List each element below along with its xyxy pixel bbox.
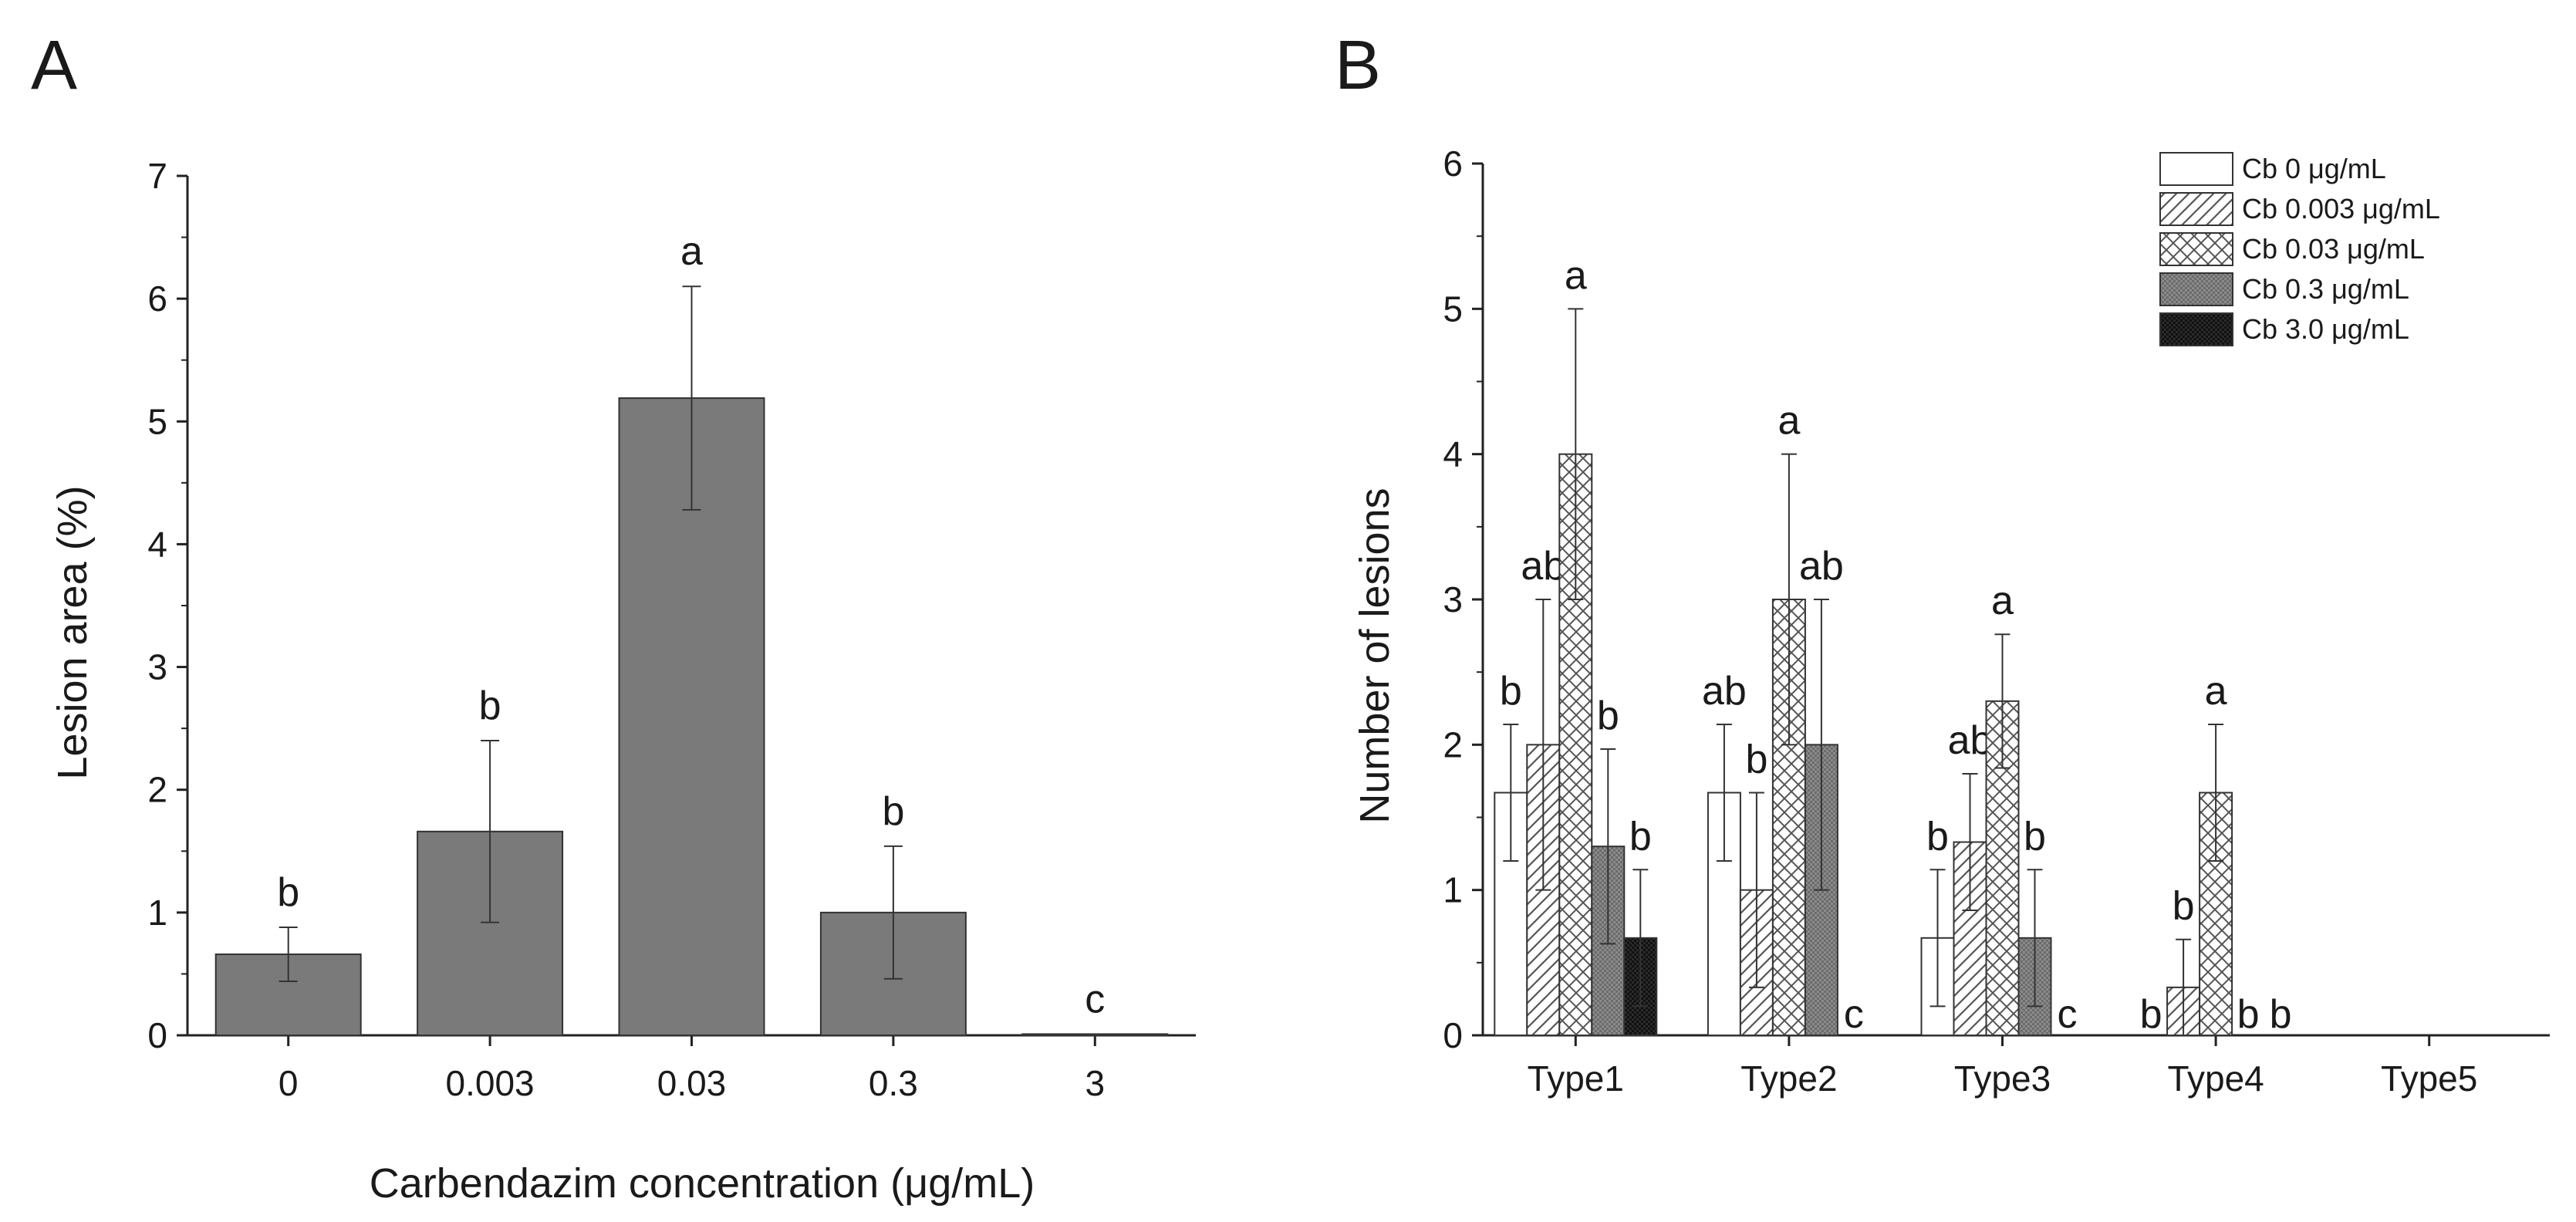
chart-b-y-tick-label: 4 [1443, 434, 1463, 474]
chart-b-y-axis-title: Number of lesions [1352, 488, 1398, 823]
chart-a-y-tick-label: 5 [147, 401, 167, 441]
chart-a-significance-letter: b [882, 789, 904, 834]
legend-swatch-hatch [2159, 192, 2233, 226]
chart-a-significance-letter: b [277, 870, 299, 915]
chart-b-significance-letter: a [1565, 253, 1587, 298]
legend-label: Cb 3.0 μg/mL [2242, 313, 2409, 345]
chart-b-significance-letter: b [1745, 737, 1767, 781]
chart-a-significance-letter: b [479, 684, 501, 728]
chart-a-y-tick-label: 3 [147, 647, 167, 687]
chart-b-y-tick-label: 3 [1443, 579, 1463, 619]
chart-b-significance-letter: b [1629, 814, 1652, 859]
panel-label-a: A [31, 27, 77, 104]
chart-a-bar [618, 397, 765, 1036]
chart-b-significance-letter: ab [1702, 669, 1747, 714]
legend-label: Cb 0 μg/mL [2242, 153, 2386, 184]
chart-b-significance-letter: b [1926, 814, 1949, 859]
legend-swatch-crosshatch [2159, 232, 2233, 266]
chart-a-y-axis-title: Lesion area (%) [49, 485, 96, 779]
chart-b-x-tick-label: Type3 [1954, 1058, 2051, 1099]
legend-swatch-gray [2159, 272, 2233, 306]
chart-b-x-tick-label: Type2 [1740, 1058, 1837, 1099]
chart-a-plot-area: 0 1 2 3 4 5 6 7 b 0 b 0.003 a 0.03 b 0.3 c 3 [147, 156, 1196, 1103]
chart-b-y-tick-label: 0 [1443, 1015, 1463, 1055]
chart-a-y-tick-label: 7 [147, 156, 167, 196]
chart-b-plot-area: 0123456Type1bababbType2abbaabcType3babab… [1443, 143, 2550, 1099]
chart-b-significance-letter: ab [1948, 718, 1993, 763]
panel-label-b: B [1335, 27, 1381, 104]
chart-a-significance-letter: c [1085, 977, 1105, 1021]
chart-a-x-tick-label: 0 [279, 1063, 299, 1103]
legend-label: Cb 0.003 μg/mL [2242, 193, 2440, 224]
panel-b: B 0123456Type1bababbType2abbaabcType3bab… [1335, 27, 2550, 1099]
chart-b-y-tick-label: 6 [1443, 143, 1463, 184]
chart-a-y-tick-label: 1 [147, 893, 167, 933]
chart-b-significance-letter: b [2024, 814, 2046, 859]
chart-b-significance-letter: b [1597, 694, 1619, 738]
chart-b-significance-letter: b [1500, 669, 1522, 714]
chart-b-x-tick-label: Type1 [1528, 1058, 1624, 1099]
chart-a-y-tick-label: 6 [147, 278, 167, 319]
chart-b-significance-letter: a [2205, 669, 2227, 714]
chart-b-significance-letter: ab [1799, 544, 1844, 589]
panel-a: A 0 1 2 3 4 5 6 7 b 0 b 0.003 a 0.03 b 0.3 c 3 Carbendazi… [31, 27, 1196, 1207]
chart-b-y-tick-label: 1 [1443, 870, 1463, 910]
chart-b-significance-letter: a [1778, 399, 1800, 444]
chart-a-y-tick-label: 2 [147, 770, 167, 810]
chart-b-significance-letter: b [2237, 992, 2260, 1037]
chart-a-y-tick-label: 0 [147, 1015, 167, 1055]
chart-a-x-tick-label: 3 [1085, 1063, 1106, 1103]
chart-a-y-tick-label: 4 [147, 524, 167, 564]
chart-a-x-tick-label: 0.03 [657, 1063, 727, 1103]
chart-b-significance-letter: a [1991, 579, 2014, 623]
chart-a-x-tick-label: 0.003 [446, 1063, 535, 1103]
chart-b-x-tick-label: Type4 [2167, 1058, 2264, 1099]
chart-a-x-axis-title: Carbendazim concentration (μg/mL) [370, 1160, 1035, 1207]
chart-b-y-tick-label: 5 [1443, 289, 1463, 329]
legend-label: Cb 0.03 μg/mL [2242, 233, 2425, 265]
legend-swatch-black [2159, 312, 2233, 346]
chart-b-x-tick-label: Type5 [2381, 1058, 2477, 1099]
legend-swatch-blank [2159, 152, 2233, 186]
chart-b-significance-letter: b [2173, 884, 2195, 929]
chart-b-legend: Cb 0 μg/mL Cb 0.003 μg/mL Cb 0.03 μg/mL Cb … [2159, 152, 2440, 346]
chart-a-bar [1021, 1033, 1169, 1036]
chart-b-significance-letter: ab [1521, 544, 1565, 589]
chart-b-significance-letter: c [2058, 992, 2078, 1037]
chart-b-y-tick-label: 2 [1443, 724, 1463, 765]
chart-a-significance-letter: a [680, 229, 703, 274]
legend-label: Cb 0.3 μg/mL [2242, 273, 2409, 305]
chart-b-significance-letter: b [2270, 992, 2292, 1037]
chart-a-x-tick-label: 0.3 [869, 1063, 918, 1103]
chart-b-significance-letter: b [2140, 992, 2162, 1037]
chart-b-significance-letter: c [1844, 992, 1864, 1037]
